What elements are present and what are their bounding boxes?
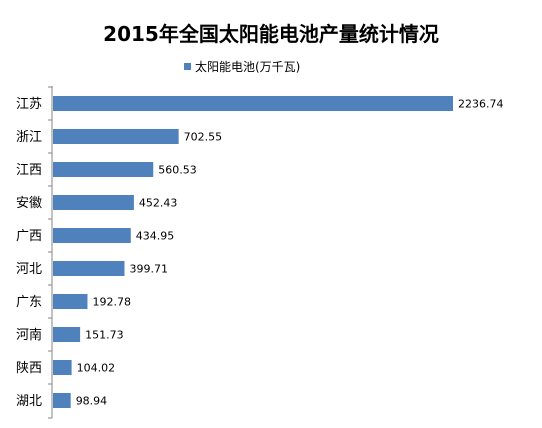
data-label: 399.71: [129, 263, 168, 276]
bar: [53, 162, 154, 177]
category-label: 安徽: [16, 196, 42, 211]
bar: [53, 294, 88, 309]
bar: [53, 393, 71, 408]
category-label: 浙江: [16, 130, 42, 145]
category-label: 河南: [16, 327, 42, 343]
data-label: 98.94: [76, 395, 108, 408]
category-label: 江西: [16, 163, 42, 178]
data-label: 192.78: [92, 296, 131, 309]
bar: [53, 195, 134, 210]
bar: [53, 129, 179, 144]
data-label: 434.95: [136, 230, 175, 243]
category-label: 陕西: [16, 361, 42, 376]
legend-label: 太阳能电池(万千瓦): [195, 59, 301, 74]
data-label: 452.43: [139, 197, 178, 210]
bar: [53, 261, 125, 276]
bar: [53, 327, 81, 342]
chart-title: 2015年全国太阳能电池产量统计情况: [103, 22, 439, 46]
bar: [53, 96, 453, 111]
category-label: 广东: [16, 295, 42, 310]
bar: [53, 360, 72, 375]
data-label: 2236.74: [458, 98, 504, 111]
category-label: 江苏: [16, 96, 42, 112]
category-label: 广西: [16, 229, 42, 244]
data-label: 702.55: [184, 131, 223, 144]
legend-swatch: [184, 62, 191, 70]
data-label: 151.73: [85, 329, 124, 342]
category-label: 湖北: [16, 394, 42, 409]
bar: [53, 228, 131, 243]
legend: 太阳能电池(万千瓦): [184, 58, 300, 74]
data-label: 104.02: [77, 362, 116, 375]
category-label: 河北: [16, 262, 42, 277]
data-label: 560.53: [158, 164, 197, 177]
